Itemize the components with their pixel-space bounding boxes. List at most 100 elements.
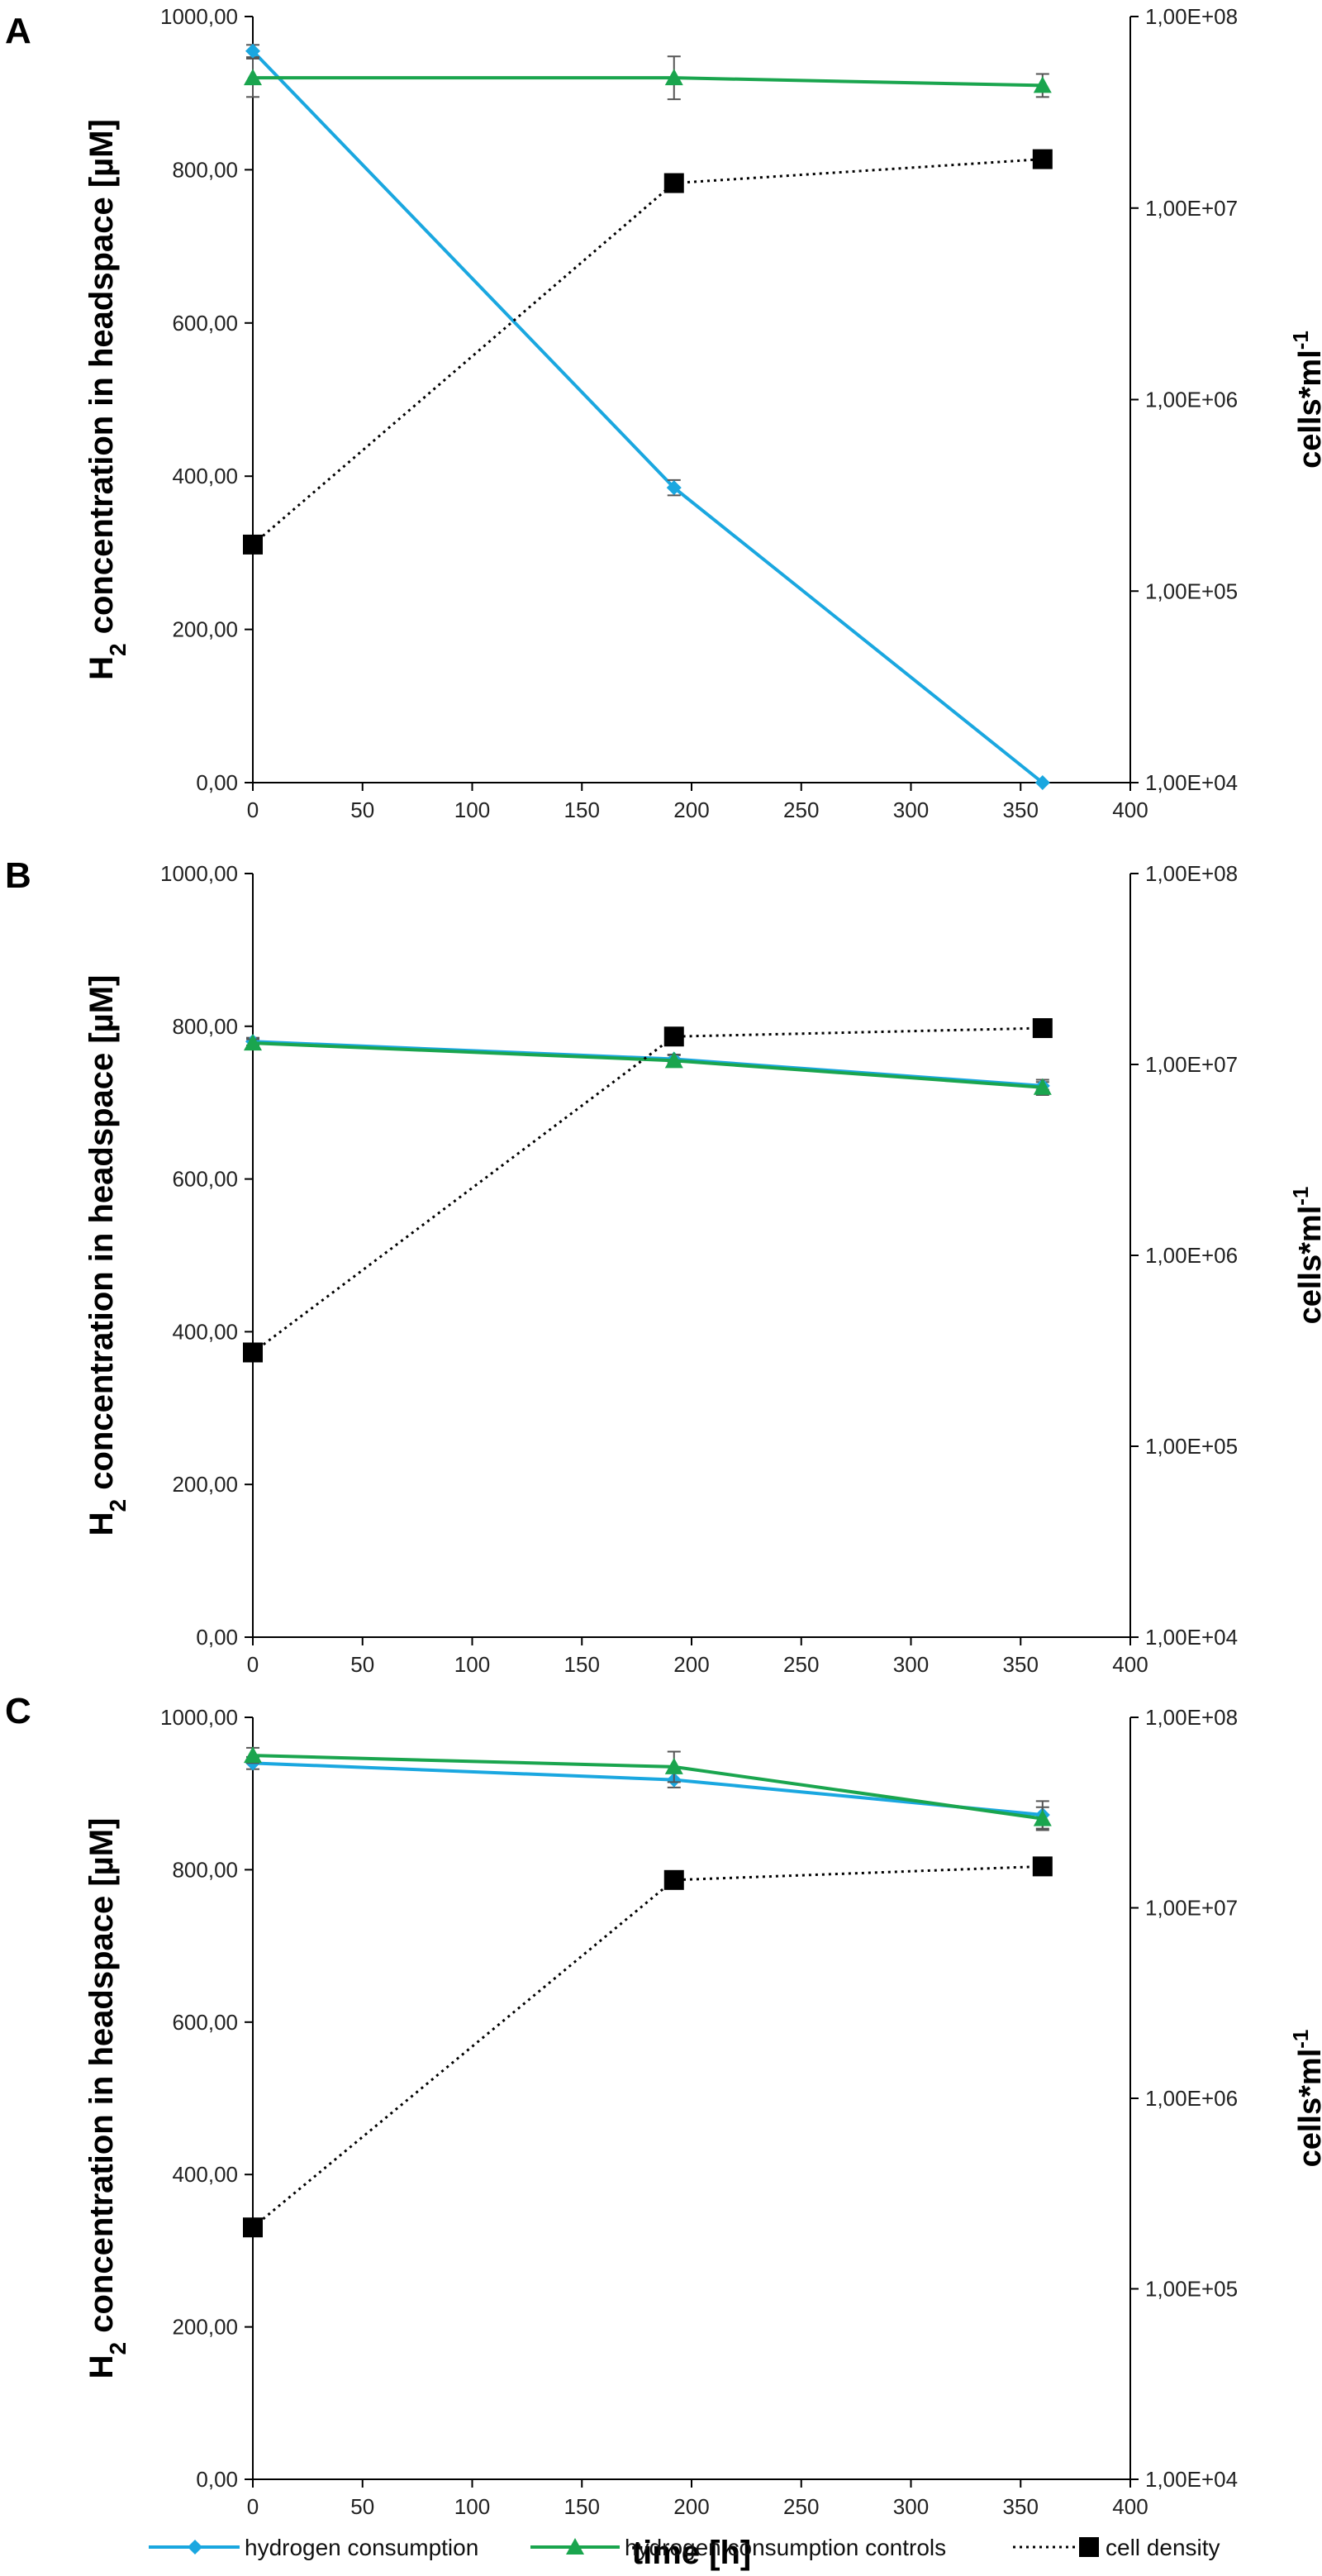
- y2-tick-label: 1,00E+07: [1145, 196, 1238, 221]
- data-point-cells: [243, 1342, 263, 1363]
- series-line-cells: [252, 1864, 1043, 2229]
- data-point-cells: [663, 173, 684, 193]
- data-point-cells: [243, 2217, 263, 2238]
- x-tick-label: 250: [783, 1652, 819, 1677]
- y-tick-label: 600,00: [172, 311, 238, 336]
- y2-tick-label: 1,00E+08: [1145, 4, 1238, 29]
- x-tick-label: 400: [1112, 798, 1148, 822]
- series-control: [244, 55, 1052, 101]
- data-point-control: [664, 1757, 683, 1774]
- y2-tick-label: 1,00E+06: [1145, 388, 1238, 412]
- x-tick-label: 200: [673, 2494, 709, 2519]
- series-line-control: [253, 76, 1043, 88]
- y-tick-label: 1000,00: [160, 4, 238, 29]
- y2-tick-label: 1,00E+06: [1145, 1243, 1238, 1268]
- square-marker-icon: [1079, 2537, 1099, 2557]
- data-point-control: [664, 1051, 683, 1069]
- triangle-marker-icon: [566, 2538, 584, 2555]
- x-tick-label: 350: [1003, 798, 1039, 822]
- y-tick-label: 200,00: [172, 1472, 238, 1497]
- y-tick-label: 0,00: [196, 2467, 238, 2492]
- panel-letter: B: [5, 855, 31, 896]
- y2-tick-label: 1,00E+07: [1145, 1052, 1238, 1077]
- series-line-hydrogen: [252, 1761, 1043, 1817]
- data-point-cells: [663, 1026, 684, 1047]
- data-point-cells: [1032, 1856, 1053, 1877]
- y-tick-label: 400,00: [172, 2162, 238, 2187]
- y2-tick-label: 1,00E+04: [1145, 770, 1238, 795]
- x-tick-label: 250: [783, 798, 819, 822]
- series-line-control: [252, 1754, 1044, 1821]
- y2-tick-label: 1,00E+05: [1145, 1434, 1238, 1459]
- y-tick-label: 400,00: [172, 1319, 238, 1344]
- y2-tick-label: 1,00E+06: [1145, 2086, 1238, 2111]
- series-hydrogen: [245, 43, 1050, 790]
- series-line-control: [252, 1041, 1043, 1089]
- series-cells: [243, 149, 1053, 555]
- x-tick-label: 400: [1112, 2494, 1148, 2519]
- y2-tick-label: 1,00E+04: [1145, 2467, 1238, 2492]
- legend-label: hydrogen consumption: [245, 2535, 478, 2560]
- data-point-control: [244, 1034, 262, 1051]
- y-tick-label: 200,00: [172, 2315, 238, 2340]
- data-point-cells: [663, 1869, 684, 1890]
- y-tick-label: 0,00: [196, 1625, 238, 1650]
- data-point-hydrogen: [245, 43, 260, 59]
- series-cells: [243, 1856, 1053, 2238]
- data-point-cells: [1032, 1018, 1053, 1039]
- panel-letter: A: [5, 11, 31, 51]
- x-tick-label: 350: [1003, 2494, 1039, 2519]
- x-tick-label: 150: [564, 798, 600, 822]
- x-tick-label: 100: [454, 2494, 490, 2519]
- x-tick-label: 350: [1003, 1652, 1039, 1677]
- legend-label: hydrogen consumption controls: [625, 2535, 946, 2560]
- data-point-cells: [1032, 149, 1053, 169]
- data-point-control: [1033, 76, 1052, 93]
- y2-tick-label: 1,00E+04: [1145, 1625, 1238, 1650]
- y2-tick-label: 1,00E+05: [1145, 2277, 1238, 2302]
- chart-panel-a: A 0 50 100 150 200 250 300 350 400 0,00 200,00 400,0…: [5, 4, 1322, 822]
- x-axis-title: time [h]: [632, 2535, 751, 2571]
- chart-panel-b: B 0 50 100 150 200 250 300 350 400 0,00 200,00 400,0…: [5, 855, 1322, 1677]
- y-axis-title: H2 concentration in headspace [µM]: [83, 975, 131, 1536]
- series-control: [244, 1746, 1052, 1831]
- data-point-control: [244, 1746, 262, 1764]
- x-tick-label: 200: [673, 1652, 709, 1677]
- legend: hydrogen consumption hydrogen consumption…: [149, 2535, 1220, 2560]
- diamond-marker-icon: [188, 2540, 202, 2555]
- y2-tick-label: 1,00E+05: [1145, 579, 1238, 603]
- y-tick-label: 0,00: [196, 770, 238, 795]
- legend-label: cell density: [1106, 2535, 1220, 2560]
- x-tick-label: 150: [564, 2494, 600, 2519]
- series-line-hydrogen: [251, 50, 1044, 784]
- x-tick-label: 0: [247, 2494, 259, 2519]
- y-tick-label: 800,00: [172, 157, 238, 182]
- legend-item-cells: cell density: [1013, 2535, 1220, 2560]
- y-tick-label: 600,00: [172, 2010, 238, 2035]
- y-tick-label: 1000,00: [160, 1705, 238, 1730]
- x-tick-label: 300: [893, 2494, 929, 2519]
- y-axis-title: H2 concentration in headspace [µM]: [83, 119, 131, 680]
- y-tick-label: 800,00: [172, 1014, 238, 1039]
- y2-tick-label: 1,00E+08: [1145, 861, 1238, 886]
- data-point-control: [1033, 1078, 1052, 1095]
- x-tick-label: 200: [673, 798, 709, 822]
- series-control: [244, 1034, 1052, 1096]
- y2-axis-title: cells*ml-1: [1288, 331, 1322, 469]
- legend-item-control: hydrogen consumption controls: [530, 2535, 946, 2560]
- y-tick-label: 400,00: [172, 464, 238, 488]
- y-axis-title: H2 concentration in headspace [µM]: [83, 1818, 131, 2379]
- y2-tick-label: 1,00E+07: [1145, 1896, 1238, 1921]
- panel-letter: C: [5, 1691, 31, 1731]
- x-tick-label: 50: [350, 1652, 374, 1677]
- x-tick-label: 100: [454, 1652, 490, 1677]
- x-tick-label: 400: [1112, 1652, 1148, 1677]
- series-hydrogen: [245, 1034, 1050, 1093]
- x-tick-label: 50: [350, 798, 374, 822]
- data-point-hydrogen: [1034, 775, 1050, 790]
- data-point-control: [244, 69, 262, 86]
- y-tick-label: 1000,00: [160, 861, 238, 886]
- chart-panel-c: C 0 50 100 150 200 250 300 350 400 0,00 200,00 400,0…: [5, 1691, 1322, 2571]
- data-point-control: [1033, 1809, 1052, 1826]
